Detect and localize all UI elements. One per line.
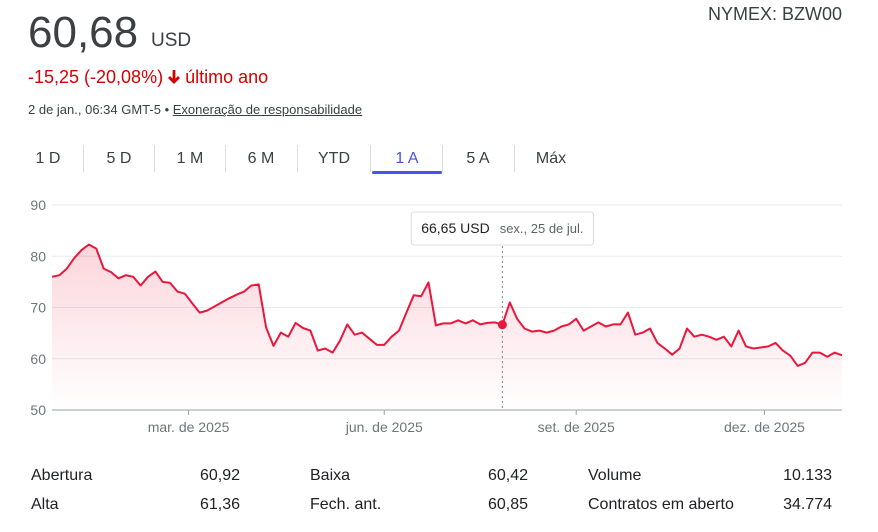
tooltip-box [410, 211, 595, 246]
x-tick-label: dez. de 2025 [724, 419, 805, 435]
stat-label: Volume [588, 467, 641, 484]
exchange: NYMEX: BZW00 [707, 4, 842, 24]
stat-label: Fech. ant. [310, 496, 381, 513]
time-range-tab[interactable]: 5 A [466, 150, 489, 167]
price: 60,68 [28, 8, 139, 57]
y-tick-label: 90 [30, 197, 46, 213]
stat-value: 61,36 [200, 496, 240, 513]
time-range-tab[interactable]: 1 D [36, 150, 61, 167]
area-fill [52, 244, 842, 410]
y-tick-label: 60 [30, 351, 46, 367]
stat-value: 60,42 [488, 467, 528, 484]
disclaimer-link[interactable]: Exoneração de responsabilidade [172, 102, 363, 117]
time-range-tab[interactable]: 1 M [177, 150, 204, 167]
price-line [51, 243, 843, 367]
timestamp: 2 de jan., 06:34 GMT-5 [28, 102, 161, 117]
change-line: -15,25 (-20,08%) último ano [28, 67, 268, 88]
x-tick-label: jun. de 2025 [345, 419, 423, 435]
down-arrow [168, 70, 181, 84]
x-tick-label: set. de 2025 [538, 419, 615, 435]
tooltip-date: sex., 25 de jul. [500, 221, 584, 236]
period: último ano [185, 67, 269, 87]
timestamp-line: 2 de jan., 06:34 GMT-5 • Exoneração de r… [28, 102, 363, 117]
y-tick-label: 70 [30, 300, 46, 316]
currency: USD [151, 30, 192, 51]
time-range-tab[interactable]: 5 D [107, 150, 132, 167]
y-tick-label: 50 [30, 402, 46, 418]
stat-label: Baixa [310, 467, 350, 484]
change: -15,25 (-20,08%) [28, 67, 164, 87]
stat-label: Contratos em aberto [588, 496, 734, 513]
time-range-tab[interactable]: YTD [318, 150, 350, 167]
time-range-tab[interactable]: Máx [536, 150, 566, 167]
hover-dot [497, 320, 507, 330]
time-range-tab[interactable]: 6 M [248, 150, 275, 167]
stat-value: 10.133 [783, 467, 832, 484]
tooltip: 66,65 USD sex., 25 de jul. [410, 211, 595, 246]
stat-value: 34.774 [783, 496, 832, 513]
tooltip-value: 66,65 USD [421, 220, 489, 236]
stat-value: 60,85 [488, 496, 528, 513]
stat-label: Alta [31, 496, 59, 513]
time-range-tab[interactable]: 1 A [395, 150, 418, 167]
stat-value: 60,92 [200, 467, 240, 484]
stat-label: Abertura [31, 467, 92, 484]
x-tick-label: mar. de 2025 [148, 419, 230, 435]
active-tab-underline [372, 171, 442, 174]
y-tick-label: 80 [30, 248, 46, 264]
